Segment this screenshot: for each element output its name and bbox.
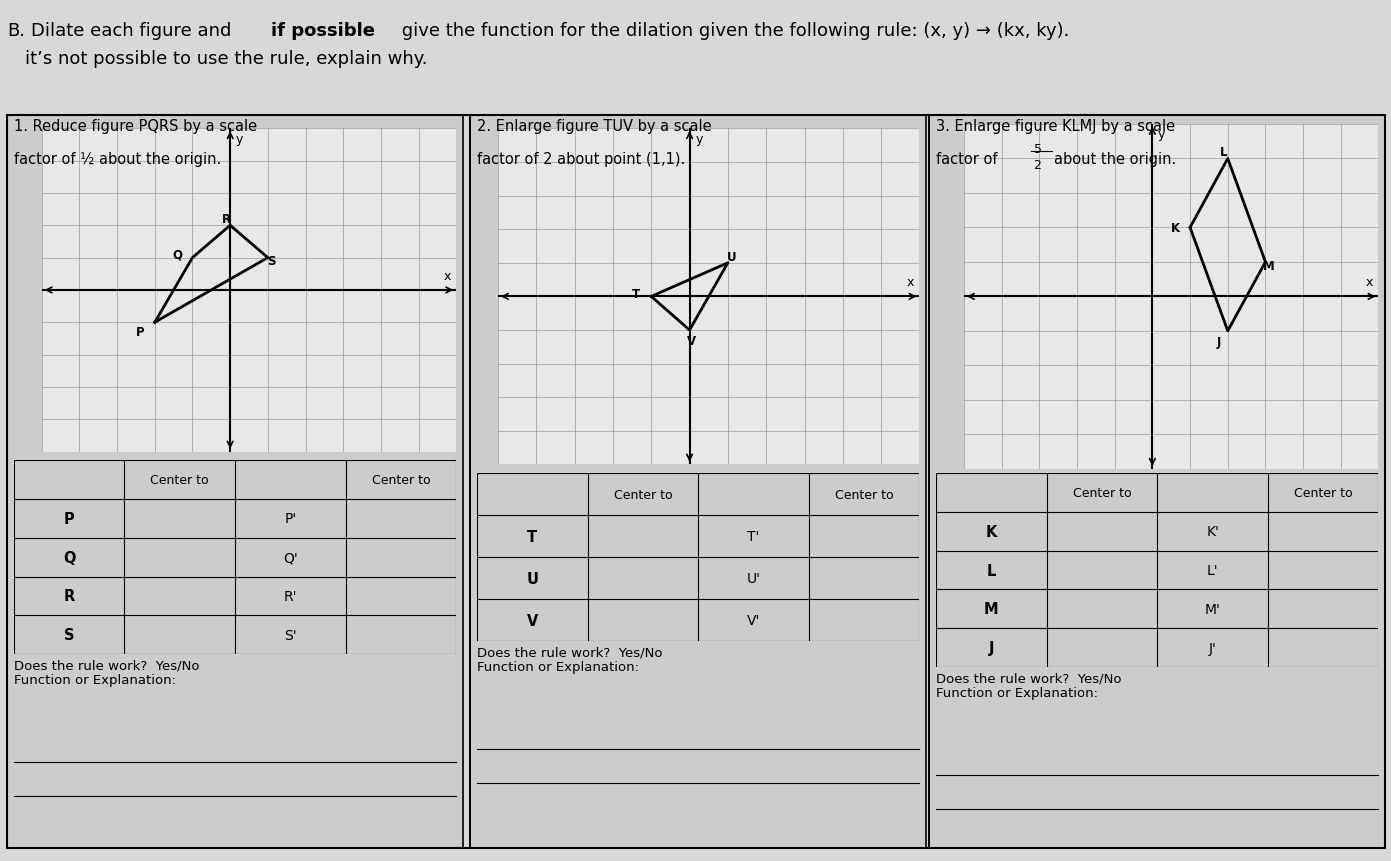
Text: L: L xyxy=(1220,146,1228,159)
Text: it’s not possible to use the rule, explain why.: it’s not possible to use the rule, expla… xyxy=(25,50,427,68)
Text: P: P xyxy=(64,511,75,526)
Text: L: L xyxy=(986,563,996,578)
Text: Q: Q xyxy=(63,550,75,565)
Text: P': P' xyxy=(284,511,296,526)
Text: M: M xyxy=(983,602,999,616)
Text: Center to: Center to xyxy=(1294,486,1352,499)
Text: K': K' xyxy=(1206,524,1219,539)
Text: S: S xyxy=(267,255,275,268)
Text: R: R xyxy=(221,213,231,226)
Text: x: x xyxy=(907,276,914,288)
Text: R: R xyxy=(64,589,75,604)
Text: M': M' xyxy=(1205,602,1220,616)
Text: U: U xyxy=(526,571,538,586)
Text: x: x xyxy=(444,269,451,282)
Text: x: x xyxy=(1366,276,1373,288)
Text: Center to: Center to xyxy=(150,474,209,486)
Text: S': S' xyxy=(284,628,296,642)
Text: K: K xyxy=(986,524,997,539)
Text: Does the rule work?  Yes/No
Function or Explanation:: Does the rule work? Yes/No Function or E… xyxy=(936,672,1121,699)
Text: give the function for the dilation given the following rule: (x, y) → (kx, ky).: give the function for the dilation given… xyxy=(396,22,1070,40)
Text: M: M xyxy=(1263,259,1276,273)
Text: y: y xyxy=(696,133,702,146)
Text: Dilate each figure and: Dilate each figure and xyxy=(31,22,236,40)
Text: R': R' xyxy=(284,589,298,604)
Text: L': L' xyxy=(1207,563,1219,578)
Text: 2: 2 xyxy=(1034,158,1042,171)
Text: V': V' xyxy=(747,614,761,628)
Text: S: S xyxy=(64,628,75,642)
Text: T: T xyxy=(632,288,640,300)
Text: J': J' xyxy=(1209,641,1217,655)
Text: Center to: Center to xyxy=(1072,486,1131,499)
Text: V: V xyxy=(687,334,696,347)
Text: Center to: Center to xyxy=(613,488,672,501)
Text: Does the rule work?  Yes/No
Function or Explanation:: Does the rule work? Yes/No Function or E… xyxy=(14,659,199,686)
Text: J: J xyxy=(1216,335,1220,349)
Text: U': U' xyxy=(747,572,761,585)
Text: V: V xyxy=(527,613,538,628)
Text: U: U xyxy=(727,251,736,263)
Text: 2. Enlarge figure TUV by a scale: 2. Enlarge figure TUV by a scale xyxy=(477,119,712,133)
Text: K: K xyxy=(1170,221,1180,235)
Text: Q: Q xyxy=(172,249,182,262)
Text: factor of 2 about point (1,1).: factor of 2 about point (1,1). xyxy=(477,152,686,166)
Text: 3. Enlarge figure KLMJ by a scale: 3. Enlarge figure KLMJ by a scale xyxy=(936,119,1175,133)
Text: Q': Q' xyxy=(282,550,298,565)
Text: Center to: Center to xyxy=(371,474,430,486)
Text: y: y xyxy=(1159,128,1166,141)
Text: T': T' xyxy=(747,530,759,543)
Text: factor of: factor of xyxy=(936,152,1003,166)
Text: 1. Reduce figure PQRS by a scale: 1. Reduce figure PQRS by a scale xyxy=(14,119,257,133)
Text: Does the rule work?  Yes/No
Function or Explanation:: Does the rule work? Yes/No Function or E… xyxy=(477,646,662,673)
Text: about the origin.: about the origin. xyxy=(1054,152,1177,166)
Text: B.: B. xyxy=(7,22,25,40)
Text: factor of ½ about the origin.: factor of ½ about the origin. xyxy=(14,152,221,166)
Text: if possible: if possible xyxy=(271,22,376,40)
Text: J: J xyxy=(989,641,995,655)
Text: Center to: Center to xyxy=(835,488,893,501)
Text: P: P xyxy=(135,326,145,339)
Text: T: T xyxy=(527,529,537,544)
Text: y: y xyxy=(236,133,243,146)
Text: 5: 5 xyxy=(1034,143,1042,156)
